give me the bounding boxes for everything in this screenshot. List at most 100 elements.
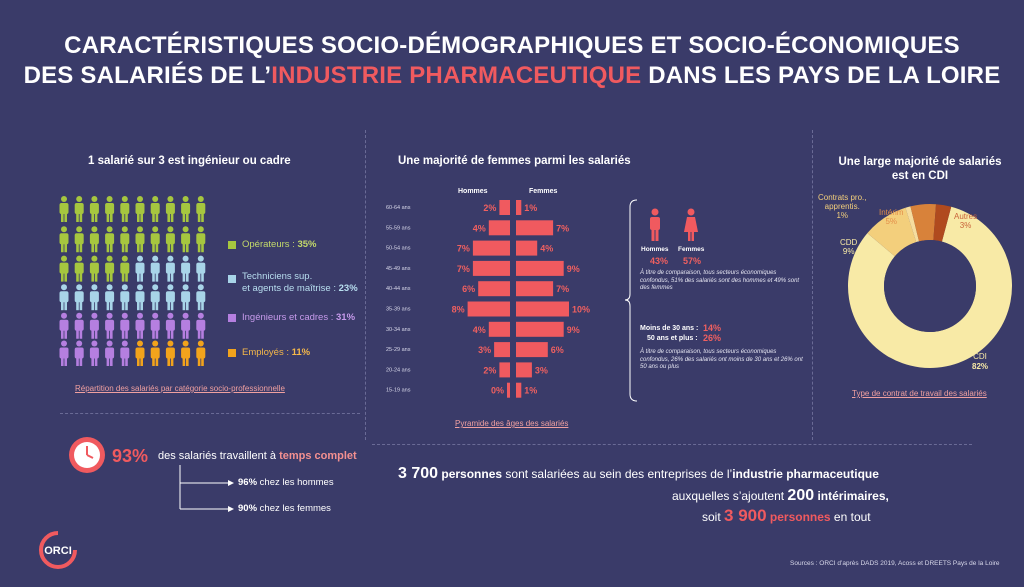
bar-women bbox=[516, 382, 522, 398]
age-label: 45-49 ans bbox=[386, 266, 411, 272]
label-pro: Contrats pro., apprentis. 1% bbox=[818, 193, 866, 220]
totals-number: 3 900 bbox=[724, 506, 767, 525]
divider bbox=[812, 130, 813, 440]
value-label-men: 7% bbox=[457, 244, 470, 254]
sources: Sources : ORCI d’après DADS 2019, Acoss … bbox=[790, 560, 1000, 567]
orci-logo: ORCI bbox=[39, 531, 77, 569]
young-value: 14% bbox=[703, 323, 722, 333]
slice-autres bbox=[933, 204, 952, 242]
csp-title: 1 salarié sur 3 est ingénieur ou cadre bbox=[88, 155, 291, 167]
person-icon bbox=[135, 284, 145, 311]
person-icon bbox=[181, 312, 191, 339]
person-icon bbox=[89, 255, 99, 282]
bar-men bbox=[507, 382, 510, 398]
value-label-women: 1% bbox=[524, 386, 537, 396]
slice-interim bbox=[910, 204, 937, 242]
legend-value: 31% bbox=[336, 312, 356, 323]
bar-men bbox=[488, 220, 510, 236]
person-icon bbox=[59, 255, 69, 282]
value-label-women: 3% bbox=[535, 365, 548, 375]
bar-women bbox=[516, 301, 569, 317]
fulltime-text-b: temps complet bbox=[279, 450, 357, 462]
age-label: 20-24 ans bbox=[386, 367, 411, 373]
age-label: 25-29 ans bbox=[386, 347, 411, 353]
clock-icon bbox=[69, 437, 105, 473]
totals-line1: 3 700 personnes sont salariées au sein d… bbox=[398, 465, 879, 483]
value-label-women: 1% bbox=[524, 203, 537, 213]
divider bbox=[372, 444, 972, 445]
bar-men bbox=[499, 362, 510, 378]
age-label: 60-64 ans bbox=[386, 205, 411, 211]
header-women: Femmes bbox=[529, 188, 558, 195]
person-icon bbox=[105, 312, 115, 339]
fulltime-women: 90% chez les femmes bbox=[238, 503, 331, 514]
person-icon bbox=[196, 340, 206, 366]
value-label-women: 4% bbox=[540, 244, 553, 254]
person-icon bbox=[105, 226, 115, 253]
old-value: 26% bbox=[703, 333, 722, 343]
bar-women bbox=[516, 200, 522, 215]
pyramid-caption[interactable]: Pyramide des âges des salariés bbox=[455, 419, 569, 428]
slice-cdi bbox=[848, 206, 1012, 368]
donut-hole bbox=[884, 240, 976, 332]
legend-value: 35% bbox=[297, 239, 317, 250]
totals-line2: auxquelles s’ajoutent 200 intérimaires, bbox=[672, 487, 889, 505]
legend-value: 23% bbox=[338, 283, 358, 294]
label-interim-name: Intérim bbox=[879, 208, 904, 217]
contracts-title: Une large majorité de salariés est en CD… bbox=[826, 155, 1014, 183]
divider bbox=[60, 413, 360, 414]
women-label: Femmes bbox=[678, 246, 705, 253]
person-icon bbox=[120, 340, 130, 366]
totals-text: industrie pharmaceutique bbox=[732, 467, 879, 481]
men-label: Hommes bbox=[641, 246, 669, 253]
slice-pro bbox=[905, 206, 920, 243]
person-icon bbox=[196, 312, 206, 339]
legend-label: et agents de maîtrise : bbox=[242, 283, 339, 294]
value-label-men: 4% bbox=[473, 325, 486, 335]
totals-number: 3 700 bbox=[398, 465, 439, 482]
bar-women bbox=[516, 240, 538, 256]
person-icon bbox=[74, 255, 84, 282]
label-autres-name: Autres bbox=[954, 212, 978, 221]
person-icon bbox=[181, 226, 191, 253]
bar-men bbox=[472, 260, 510, 276]
bar-women bbox=[516, 321, 564, 337]
legend-label: Techniciens sup. bbox=[242, 271, 313, 282]
fulltime-arrows bbox=[179, 465, 234, 512]
comparison-note-age: À titre de comparaison, tous secteurs éc… bbox=[640, 349, 803, 370]
value-label-women: 6% bbox=[551, 345, 564, 355]
value-label-men: 4% bbox=[473, 223, 486, 233]
label-pro-name: Contrats pro., bbox=[818, 193, 867, 202]
bar-women bbox=[516, 220, 554, 236]
man-icon bbox=[650, 208, 660, 241]
bar-women bbox=[516, 342, 548, 358]
person-icon bbox=[89, 196, 99, 222]
age-label: 55-59 ans bbox=[386, 225, 411, 231]
person-icon bbox=[135, 255, 145, 282]
contracts-caption[interactable]: Type de contrat de travail des salariés bbox=[852, 389, 987, 398]
age-label: 15-19 ans bbox=[386, 388, 411, 394]
bar-men bbox=[488, 321, 510, 337]
age-label: 40-44 ans bbox=[386, 286, 411, 292]
person-icon bbox=[59, 312, 69, 339]
person-icon bbox=[59, 196, 69, 222]
person-icon bbox=[135, 340, 145, 366]
totals-text: sont salariées au sein des entreprises d… bbox=[502, 467, 733, 481]
value-label-women: 10% bbox=[572, 305, 590, 315]
csp-caption[interactable]: Répartition des salariés par catégorie s… bbox=[75, 384, 285, 393]
totals-text: auxquelles s’ajoutent bbox=[672, 489, 788, 503]
person-icon bbox=[181, 340, 191, 366]
bar-men bbox=[472, 240, 510, 256]
label-autres-value: 3% bbox=[959, 221, 972, 230]
fulltime-men: 96% chez les hommes bbox=[238, 477, 334, 488]
label-interim-value: 5% bbox=[885, 217, 897, 226]
women-pct: 57% bbox=[683, 256, 702, 266]
person-icon bbox=[150, 196, 160, 222]
pyramid-title: Une majorité de femmes parmi les salarié… bbox=[398, 155, 631, 167]
person-icon bbox=[196, 196, 206, 222]
totals-text: personnes bbox=[766, 510, 831, 524]
age-label: 50-54 ans bbox=[386, 246, 411, 252]
logo-text: ORCI bbox=[44, 545, 72, 557]
person-icon bbox=[105, 255, 115, 282]
bar-men bbox=[499, 200, 510, 215]
